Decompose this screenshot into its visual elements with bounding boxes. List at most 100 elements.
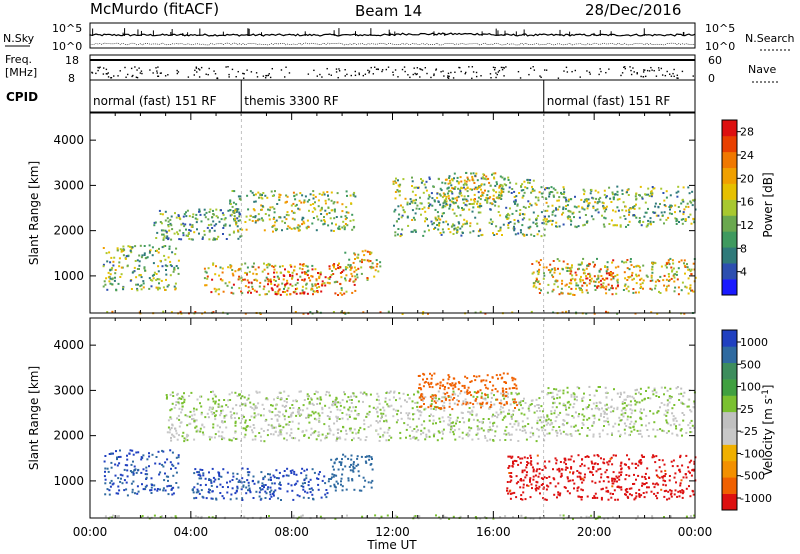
echo-cell xyxy=(140,284,143,287)
echo-cell xyxy=(457,187,460,190)
echo-cell xyxy=(234,492,237,495)
echo-cell xyxy=(362,392,364,395)
nave-point xyxy=(669,73,671,75)
echo-cell xyxy=(539,419,542,422)
echo-cell xyxy=(558,272,561,275)
echo-cell xyxy=(657,206,660,209)
nave-point xyxy=(692,75,694,77)
echo-cell xyxy=(407,414,409,417)
echo-cell xyxy=(608,272,610,275)
echo-cell xyxy=(339,401,342,404)
echo-cell xyxy=(228,281,231,284)
echo-cell xyxy=(248,394,251,397)
echo-cell xyxy=(148,287,151,290)
echo-cell xyxy=(213,436,216,439)
echo-cell xyxy=(246,479,249,482)
echo-cell xyxy=(300,472,303,475)
echo-cell xyxy=(341,399,344,402)
echo-cell xyxy=(671,269,674,272)
echo-cell xyxy=(544,209,547,212)
nave-point xyxy=(250,71,253,73)
echo-cell xyxy=(620,473,622,476)
echo-cell xyxy=(475,398,478,400)
echo-cell xyxy=(230,415,232,418)
echo-cell xyxy=(473,188,476,191)
echo-cell xyxy=(689,495,692,498)
echo-cell xyxy=(499,229,502,232)
echo-cell xyxy=(241,395,244,398)
echo-cell xyxy=(277,283,280,286)
echo-cell xyxy=(568,286,571,288)
nave-point xyxy=(424,67,427,69)
echo-cell xyxy=(316,290,319,292)
echo-cell xyxy=(552,194,555,197)
echo-cell xyxy=(693,462,696,465)
echo-cell xyxy=(586,495,589,498)
echo-cell xyxy=(318,417,321,420)
echo-cell xyxy=(208,230,211,233)
echo-cell xyxy=(129,249,132,252)
echo-cell xyxy=(135,276,138,279)
echo-cell xyxy=(578,216,581,219)
echo-cell xyxy=(494,184,497,187)
echo-cell xyxy=(368,455,371,458)
echo-cell xyxy=(264,293,267,296)
echo-cell xyxy=(578,471,581,474)
echo-cell xyxy=(672,274,675,277)
echo-cell xyxy=(109,485,112,488)
echo-cell xyxy=(680,259,683,262)
echo-cell xyxy=(106,467,109,470)
echo-cell xyxy=(687,292,690,295)
echo-cell xyxy=(218,274,221,277)
echo-cell xyxy=(285,213,288,216)
nave-point xyxy=(231,68,234,71)
echo-cell xyxy=(127,245,130,248)
echo-cell xyxy=(513,190,516,193)
echo-cell xyxy=(628,487,631,490)
echo-cell xyxy=(159,259,162,262)
echo-cell xyxy=(674,489,677,492)
echo-cell xyxy=(167,475,170,478)
echo-cell xyxy=(353,467,356,470)
echo-cell xyxy=(610,201,613,203)
echo-cell xyxy=(599,268,602,271)
echo-cell xyxy=(335,396,338,399)
nave-point xyxy=(97,66,99,69)
echo-cell xyxy=(248,289,251,292)
echo-cell xyxy=(431,397,434,400)
echo-cell xyxy=(254,278,257,281)
echo-cell xyxy=(231,272,234,275)
echo-cell xyxy=(178,216,181,219)
echo-cell xyxy=(549,269,552,272)
echo-cell xyxy=(298,225,301,228)
echo-cell xyxy=(330,478,332,480)
echo-cell xyxy=(321,193,324,196)
echo-cell xyxy=(272,474,275,477)
echo-cell xyxy=(169,260,172,263)
echo-cell xyxy=(420,433,422,436)
echo-cell xyxy=(627,285,630,288)
echo-cell xyxy=(596,286,599,289)
echo-cell xyxy=(422,385,425,388)
echo-cell xyxy=(437,215,440,218)
echo-cell xyxy=(351,431,354,434)
echo-cell xyxy=(319,271,322,274)
echo-cell xyxy=(473,375,476,378)
echo-cell xyxy=(269,476,272,479)
echo-cell xyxy=(631,462,634,465)
echo-cell xyxy=(313,207,316,210)
echo-cell xyxy=(440,407,443,410)
echo-cell xyxy=(162,465,165,468)
echo-cell xyxy=(245,215,248,218)
echo-cell xyxy=(275,469,278,472)
echo-cell xyxy=(651,262,654,265)
echo-cell xyxy=(606,261,609,264)
echo-cell xyxy=(511,387,514,390)
echo-cell xyxy=(448,177,451,179)
echo-cell xyxy=(287,474,290,477)
echo-cell xyxy=(369,463,372,466)
echo-cell xyxy=(244,402,247,405)
echo-cell xyxy=(226,471,229,474)
echo-cell xyxy=(604,207,607,210)
echo-cell xyxy=(480,184,483,187)
